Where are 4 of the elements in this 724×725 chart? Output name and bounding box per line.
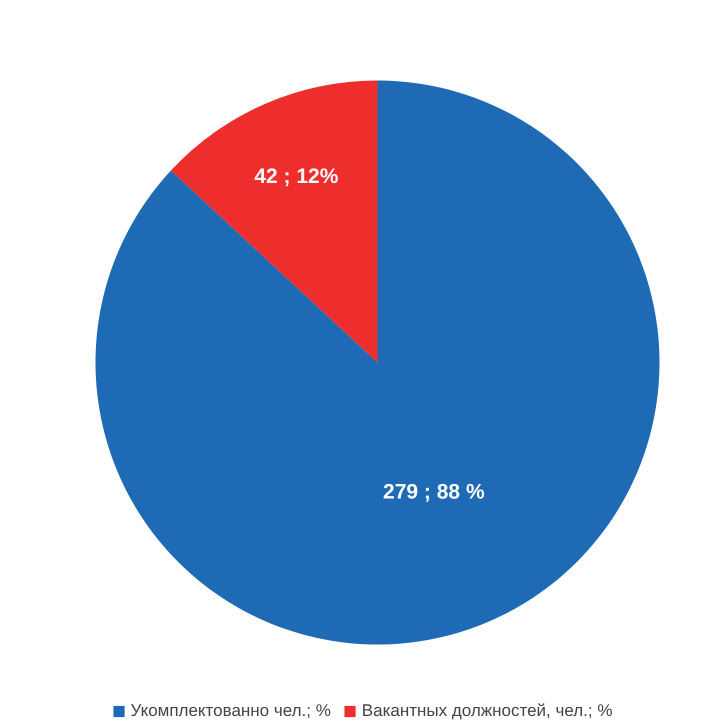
data-label: 42 ; 12% bbox=[254, 164, 339, 188]
legend-label: Укомплектованно чел.; % bbox=[130, 701, 331, 721]
legend-label: Вакантных должностей, чел.; % bbox=[362, 701, 612, 721]
data-label: 279 ; 88 % bbox=[383, 480, 485, 504]
